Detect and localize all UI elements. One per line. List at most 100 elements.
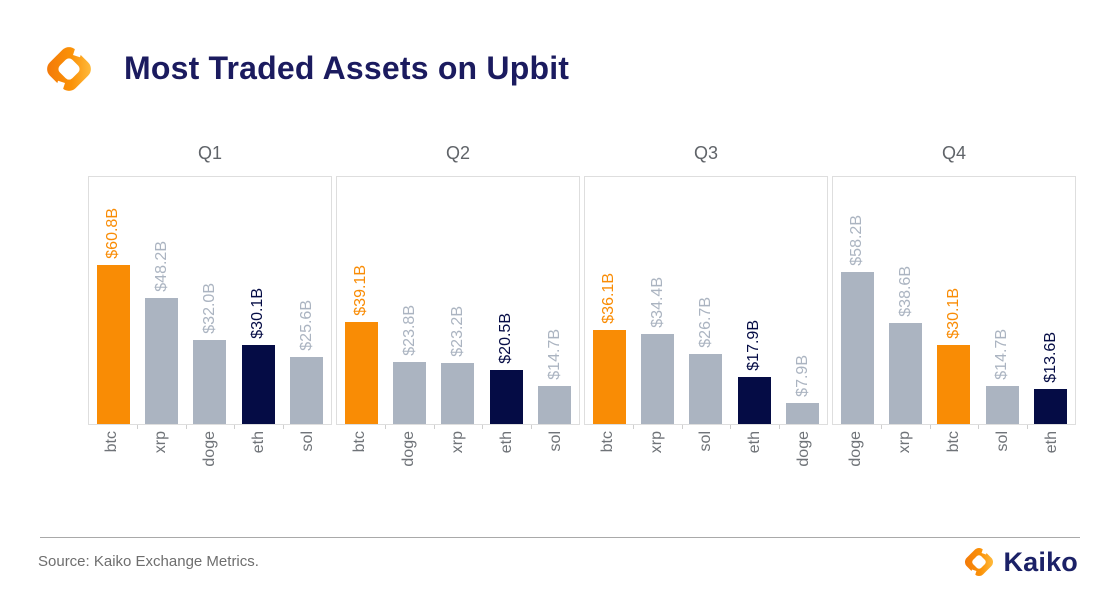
facet-axis-labels: btc xrp doge eth sol	[88, 425, 332, 505]
bar-eth	[737, 377, 771, 424]
category-label-sol: sol	[546, 431, 564, 452]
category-label-slot: xrp	[137, 431, 186, 505]
bar-value-label: $13.6B	[1041, 332, 1059, 383]
facet-title: Q3	[693, 143, 718, 163]
bar-slot: $36.1B	[585, 177, 633, 424]
facet-panel: $60.8B $48.2B $32.0B $30.1B $25.6B	[88, 176, 332, 425]
axis-tick	[234, 425, 236, 429]
category-label-slot: sol	[682, 431, 731, 505]
axis-tick	[1027, 425, 1029, 429]
facet-panel: $36.1B $34.4B $26.7B $17.9B $7.9B	[584, 176, 828, 425]
axis-tick	[779, 425, 781, 429]
axis-tick	[730, 425, 732, 429]
facet-axis-labels: btc doge xrp eth sol	[336, 425, 580, 505]
category-label-slot: doge	[385, 431, 434, 505]
category-label-slot: btc	[930, 431, 979, 505]
category-label-eth: eth	[497, 431, 515, 454]
category-label-slot: eth	[234, 431, 283, 505]
category-label-slot: doge	[186, 431, 235, 505]
category-label-slot: eth	[482, 431, 531, 505]
category-label-slot: eth	[1027, 431, 1076, 505]
category-label-btc: btc	[599, 431, 617, 453]
category-label-doge: doge	[794, 431, 812, 467]
bar-slot: $39.1B	[337, 177, 385, 424]
category-label-slot: doge	[779, 431, 828, 505]
bar-value-label: $14.7B	[993, 329, 1011, 380]
bar-slot: $25.6B	[283, 177, 331, 424]
category-label-eth: eth	[1042, 431, 1060, 454]
axis-tick	[482, 425, 484, 429]
facet-axis-labels: doge xrp btc sol eth	[832, 425, 1076, 505]
bar-value-label: $14.7B	[545, 329, 563, 380]
category-label-btc: btc	[351, 431, 369, 453]
category-label-doge: doge	[200, 431, 218, 467]
facet-q3: Q3 $36.1B $34.4B $26.7B $17.9B $7.9B btc xrp sol…	[584, 140, 828, 505]
bar-btc	[592, 330, 626, 424]
bar-value-label: $58.2B	[848, 215, 866, 266]
category-label-slot: btc	[336, 431, 385, 505]
bar-sol	[290, 357, 324, 424]
category-label-sol: sol	[696, 431, 714, 452]
bar-doge	[193, 340, 227, 424]
axis-tick	[978, 425, 980, 429]
bar-slot: $14.7B	[531, 177, 579, 424]
category-label-doge: doge	[847, 431, 865, 467]
bar-slot: $20.5B	[482, 177, 530, 424]
category-label-slot: eth	[730, 431, 779, 505]
bar-value-label: $17.9B	[745, 320, 763, 371]
axis-tick	[632, 425, 634, 429]
bar-slot: $14.7B	[978, 177, 1026, 424]
bar-xrp	[441, 363, 475, 424]
bar-doge	[393, 362, 427, 424]
category-label-xrp: xrp	[152, 431, 170, 454]
bar-value-label: $60.8B	[104, 208, 122, 259]
bar-slot: $38.6B	[881, 177, 929, 424]
bar-value-label: $30.1B	[944, 288, 962, 339]
bar-slot: $26.7B	[682, 177, 730, 424]
bar-sol	[985, 386, 1019, 424]
bar-value-label: $39.1B	[352, 265, 370, 316]
category-label-slot: doge	[832, 431, 881, 505]
facet-title: Q2	[445, 143, 470, 163]
bar-xrp	[145, 298, 179, 424]
axis-tick	[929, 425, 931, 429]
bar-eth	[1034, 389, 1068, 424]
bar-doge	[786, 403, 820, 424]
page-title: Most Traded Assets on Upbit	[124, 50, 570, 86]
bar-value-label: $26.7B	[696, 297, 714, 348]
bar-eth	[241, 345, 275, 424]
bar-value-label: $23.2B	[448, 306, 466, 357]
bar-value-label: $25.6B	[297, 300, 315, 351]
bar-value-label: $23.8B	[400, 305, 418, 356]
bar-value-label: $32.0B	[200, 283, 218, 334]
bar-value-label: $48.2B	[152, 241, 170, 292]
bar-slot: $30.1B	[930, 177, 978, 424]
bar-slot: $17.9B	[730, 177, 778, 424]
bar-doge	[840, 272, 874, 424]
axis-tick	[433, 425, 435, 429]
axis-tick	[136, 425, 138, 429]
axis-tick	[531, 425, 533, 429]
axis-tick	[681, 425, 683, 429]
category-label-xrp: xrp	[648, 431, 666, 454]
bar-sol	[538, 386, 572, 424]
bar-slot: $23.8B	[385, 177, 433, 424]
bar-btc	[96, 265, 130, 424]
facet-axis-labels: btc xrp sol eth doge	[584, 425, 828, 505]
category-label-slot: sol	[283, 431, 332, 505]
facet-panel: $39.1B $23.8B $23.2B $20.5B $14.7B	[336, 176, 580, 425]
bar-value-label: $7.9B	[793, 355, 811, 397]
bar-value-label: $38.6B	[896, 266, 914, 317]
category-label-slot: btc	[88, 431, 137, 505]
category-label-slot: xrp	[434, 431, 483, 505]
bar-value-label: $34.4B	[648, 277, 666, 328]
category-label-btc: btc	[944, 431, 962, 453]
bar-value-label: $20.5B	[497, 313, 515, 364]
facet-title: Q4	[941, 143, 966, 163]
axis-tick	[384, 425, 386, 429]
bar-sol	[689, 354, 723, 424]
axis-tick	[283, 425, 285, 429]
bar-slot: $58.2B	[833, 177, 881, 424]
bar-slot: $48.2B	[137, 177, 185, 424]
